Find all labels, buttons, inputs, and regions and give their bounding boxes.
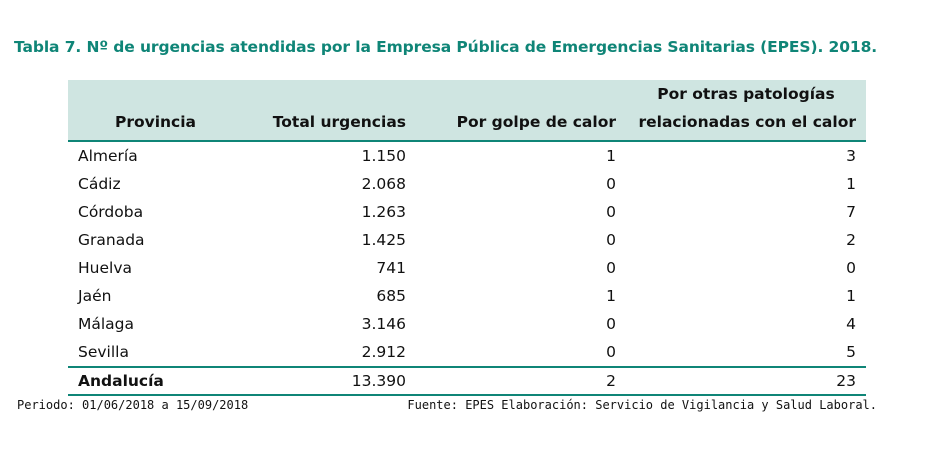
cell-total: 2.912 [361,343,406,361]
header-golpe-calor: Por golpe de calor [416,80,626,142]
cell-otras: 5 [846,343,856,361]
cell-provincia: Córdoba [78,203,144,221]
cell-provincia: Cádiz [78,175,121,193]
table-total-row: Andalucía 13.390 2 23 [68,366,866,396]
table-row: Jaén 685 1 1 [68,282,866,310]
cell-golpe: 0 [606,259,616,277]
footer-source: Fuente: EPES Elaboración: Servicio de Vi… [407,398,877,412]
total-otras: 23 [626,366,866,396]
table-row: Almería 1.150 1 3 [68,141,866,170]
table-row: Cádiz 2.068 0 1 [68,170,866,198]
table-row: Granada 1.425 0 2 [68,226,866,254]
table-row: Huelva 741 0 0 [68,254,866,282]
table-row: Sevilla 2.912 0 5 [68,338,866,367]
header-otras-line2: relacionadas con el calor [638,113,857,131]
total-label: Andalucía [68,366,243,396]
table-header-row: Provincia Total urgencias Por golpe de c… [68,80,866,142]
cell-provincia: Huelva [78,259,132,277]
cell-golpe: 1 [606,147,616,165]
cell-otras: 0 [846,259,856,277]
cell-total: 1.263 [361,203,406,221]
cell-otras: 4 [846,315,856,333]
header-otras-patologias: Por otras patologías relacionadas con el… [626,80,866,142]
cell-golpe: 0 [606,231,616,249]
cell-total: 2.068 [361,175,406,193]
table-row: Córdoba 1.263 0 7 [68,198,866,226]
cell-total: 1.425 [361,231,406,249]
header-otras-line1: Por otras patologías [657,85,835,103]
header-total-urgencias: Total urgencias [243,80,416,142]
cell-golpe: 0 [606,203,616,221]
cell-golpe: 0 [606,343,616,361]
cell-provincia: Almería [78,147,138,165]
cell-provincia: Sevilla [78,343,129,361]
urgencias-table: Provincia Total urgencias Por golpe de c… [68,80,866,396]
cell-total: 3.146 [361,315,406,333]
cell-golpe: 0 [606,315,616,333]
cell-otras: 3 [846,147,856,165]
total-golpe: 2 [416,366,626,396]
cell-otras: 7 [846,203,856,221]
cell-provincia: Jaén [78,287,112,305]
total-urgencias: 13.390 [243,366,416,396]
table-title: Tabla 7. Nº de urgencias atendidas por l… [14,38,878,56]
table-row: Málaga 3.146 0 4 [68,310,866,338]
cell-otras: 1 [846,175,856,193]
cell-otras: 1 [846,287,856,305]
cell-total: 741 [376,259,406,277]
cell-otras: 2 [846,231,856,249]
cell-total: 685 [376,287,406,305]
footer-period: Periodo: 01/06/2018 a 15/09/2018 [17,398,249,412]
cell-total: 1.150 [361,147,406,165]
cell-provincia: Málaga [78,315,135,333]
cell-golpe: 0 [606,175,616,193]
header-provincia: Provincia [68,80,243,142]
cell-golpe: 1 [606,287,616,305]
cell-provincia: Granada [78,231,145,249]
